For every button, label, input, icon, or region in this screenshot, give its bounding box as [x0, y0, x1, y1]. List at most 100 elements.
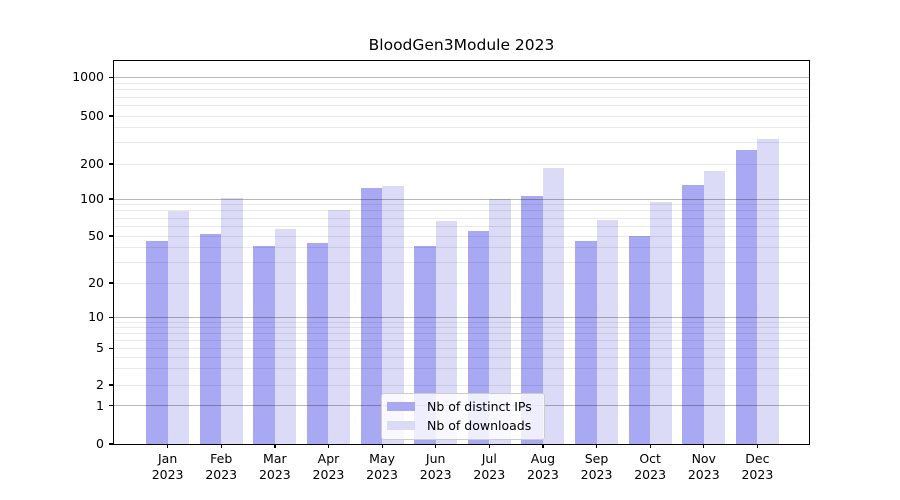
bar-downloads-apr — [328, 209, 350, 444]
bar-downloads-jun — [435, 221, 458, 444]
bars-layer — [114, 61, 809, 444]
y-tick-mark-1 — [109, 405, 114, 407]
x-tick-label-mar: Mar 2023 — [259, 451, 291, 483]
x-tick-month-jun: Jun — [425, 451, 446, 466]
bar-downloads-mar — [274, 229, 297, 444]
x-tick-mark-may — [381, 444, 383, 448]
plot-area: 0 1 2 5 10 20 50 100 200 500 1000 Jan 2023 Feb 2023 Ma… — [72, 60, 810, 482]
x-tick-label-jul: Jul 2023 — [473, 451, 505, 483]
y-tick-mark-1000 — [109, 76, 114, 78]
x-tick-year-nov: 2023 — [687, 467, 720, 482]
x-tick-year-aug: 2023 — [527, 467, 559, 482]
y-tick-label-200: 200 — [80, 156, 104, 171]
x-tick-month-feb: Feb — [210, 451, 233, 466]
legend-label-distinct-ips: Nb of distinct IPs — [427, 399, 532, 414]
x-tick-label-jan: Jan 2023 — [152, 451, 184, 483]
bar-downloads-feb — [221, 198, 243, 444]
x-tick-label-sep: Sep 2023 — [581, 451, 613, 483]
x-tick-label-oct: Oct 2023 — [634, 451, 666, 483]
y-tick-mark-50 — [109, 235, 114, 237]
y-tick-label-1000: 1000 — [72, 69, 104, 85]
x-tick-month-aug: Aug — [530, 451, 556, 466]
x-tick-mark-mar — [274, 444, 276, 448]
y-tick-label-500: 500 — [80, 108, 104, 124]
x-tick-mark-aug — [542, 444, 544, 448]
x-tick-month-nov: Nov — [691, 451, 716, 466]
x-tick-year-may: 2023 — [366, 467, 398, 482]
legend-row-distinct-ips: Nb of distinct IPs — [387, 397, 539, 416]
x-tick-month-sep: Sep — [584, 451, 609, 466]
x-tick-month-dec: Dec — [745, 451, 770, 466]
y-tick-label-0: 0 — [96, 436, 104, 451]
x-tick-year-feb: 2023 — [205, 467, 238, 482]
x-tick-year-jan: 2023 — [151, 467, 184, 482]
x-tick-month-apr: Apr — [317, 451, 340, 466]
x-tick-mark-nov — [703, 444, 705, 448]
y-tick-mark-200 — [109, 163, 114, 165]
y-tick-mark-10 — [109, 316, 114, 318]
legend-row-downloads: Nb of downloads — [387, 416, 539, 435]
bar-downloads-may — [382, 185, 404, 444]
bar-distinct-ips-nov — [682, 184, 704, 444]
y-tick-mark-5 — [109, 347, 114, 349]
y-tick-label-5: 5 — [96, 340, 104, 356]
x-tick-mark-oct — [649, 444, 651, 448]
x-tick-year-apr: 2023 — [312, 467, 345, 482]
x-tick-month-oct: Oct — [639, 451, 661, 466]
bar-distinct-ips-jan — [146, 241, 168, 444]
x-tick-month-mar: Mar — [263, 451, 287, 466]
y-tick-mark-100 — [109, 198, 114, 200]
x-tick-month-jul: Jul — [481, 451, 497, 466]
x-tick-mark-apr — [327, 444, 330, 448]
x-tick-label-dec: Dec 2023 — [741, 451, 773, 483]
bar-downloads-nov — [703, 171, 726, 444]
x-tick-mark-jan — [167, 444, 169, 448]
x-tick-year-oct: 2023 — [634, 467, 667, 482]
y-tick-label-1: 1 — [96, 397, 104, 413]
x-tick-year-jul: 2023 — [473, 467, 506, 482]
x-tick-label-aug: Aug 2023 — [527, 451, 559, 483]
y-tick-mark-2 — [109, 384, 114, 386]
x-tick-month-may: May — [369, 451, 395, 466]
legend-swatch-distinct-ips — [387, 402, 415, 411]
legend: Nb of distinct IPs Nb of downloads — [381, 393, 545, 440]
bar-downloads-jul — [489, 199, 511, 444]
y-tick-mark-0 — [109, 443, 114, 445]
x-tick-mark-sep — [596, 444, 598, 448]
bar-distinct-ips-oct — [628, 236, 651, 444]
y-axis: 0 1 2 5 10 20 50 100 200 500 1000 — [72, 61, 809, 451]
x-tick-year-sep: 2023 — [580, 467, 613, 482]
x-tick-label-feb: Feb 2023 — [205, 451, 237, 483]
y-tick-label-2: 2 — [96, 377, 104, 393]
bar-downloads-oct — [650, 201, 672, 444]
bar-distinct-ips-may — [360, 188, 383, 444]
x-tick-label-apr: Apr 2023 — [313, 451, 345, 483]
y-tick-label-20: 20 — [88, 275, 104, 290]
x-tick-label-nov: Nov 2023 — [688, 451, 720, 483]
legend-swatch-downloads — [387, 421, 415, 430]
bar-distinct-ips-mar — [253, 246, 275, 444]
x-tick-year-jun: 2023 — [419, 467, 452, 482]
x-tick-mark-jul — [488, 444, 490, 448]
y-tick-label-100: 100 — [80, 191, 104, 206]
x-tick-year-mar: 2023 — [258, 467, 291, 482]
x-tick-label-may: May 2023 — [366, 451, 398, 483]
x-tick-mark-dec — [756, 444, 759, 448]
bar-distinct-ips-jul — [467, 230, 490, 444]
y-tick-label-10: 10 — [88, 309, 104, 325]
bar-downloads-jan — [167, 210, 190, 444]
bar-downloads-aug — [542, 168, 565, 444]
x-tick-month-jan: Jan — [157, 451, 178, 466]
x-axis: Jan 2023 Feb 2023 Mar 2023 Apr 2023 May 2023 Jun 20… — [114, 61, 809, 482]
x-tick-label-jun: Jun 2023 — [420, 451, 452, 483]
bar-distinct-ips-aug — [521, 195, 543, 444]
chart-title: BloodGen3Module 2023 — [368, 36, 555, 54]
x-tick-mark-feb — [220, 444, 222, 448]
bar-distinct-ips-apr — [307, 242, 329, 444]
bar-downloads-dec — [757, 139, 779, 444]
bar-downloads-sep — [596, 219, 618, 444]
y-tick-mark-20 — [109, 282, 114, 284]
bar-distinct-ips-feb — [199, 233, 222, 444]
x-tick-year-dec: 2023 — [741, 467, 774, 482]
